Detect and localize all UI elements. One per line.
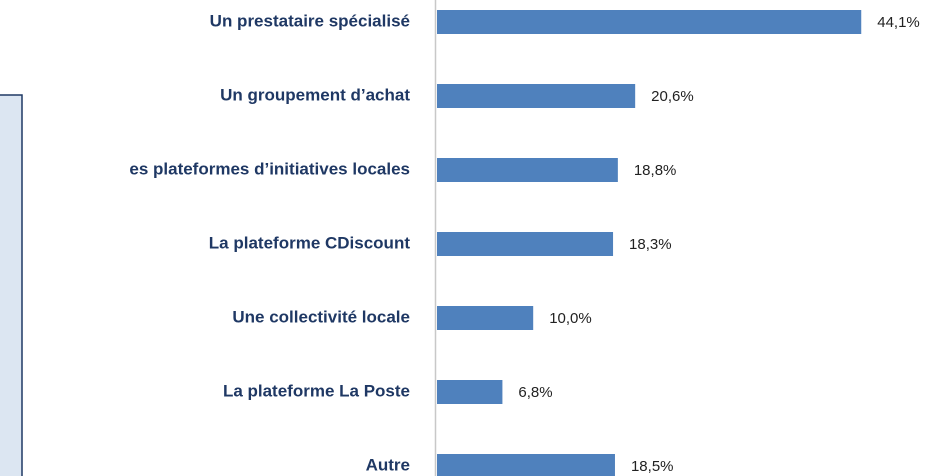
value-label: 20,6% — [651, 88, 694, 105]
category-label: Un groupement d’achat — [220, 85, 410, 104]
category-label: Autre — [366, 455, 410, 474]
bar — [437, 454, 615, 476]
category-label: Un prestataire spécialisé — [210, 11, 410, 30]
bar — [437, 380, 503, 404]
side-panel — [0, 94, 23, 476]
bar — [437, 10, 862, 34]
value-label: 18,5% — [631, 458, 674, 475]
value-label: 10,0% — [549, 310, 592, 327]
category-label: La plateforme La Poste — [223, 381, 410, 400]
category-label: La plateforme CDiscount — [209, 233, 411, 252]
category-label: es plateformes d’initiatives locales — [129, 159, 410, 178]
category-label: Une collectivité locale — [232, 307, 410, 326]
value-label: 44,1% — [877, 14, 920, 31]
value-label: 18,3% — [629, 236, 672, 253]
bar — [437, 84, 636, 108]
value-label: 6,8% — [518, 384, 552, 401]
bar — [437, 306, 534, 330]
value-label: 18,8% — [634, 162, 677, 179]
bar — [437, 232, 614, 256]
bar — [437, 158, 618, 182]
